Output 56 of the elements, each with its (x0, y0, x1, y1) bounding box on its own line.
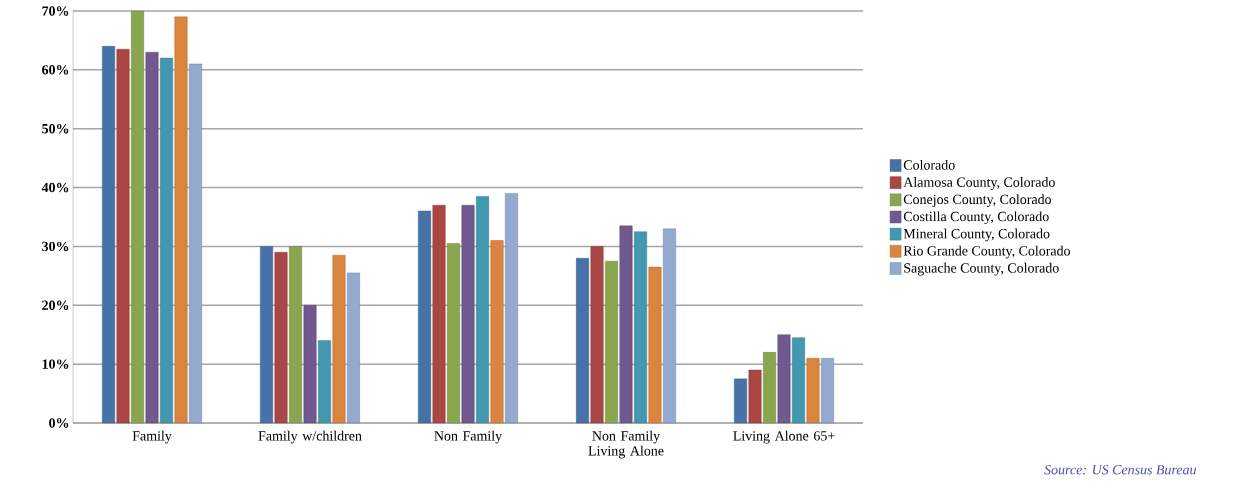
x-tick-label: Living Alone 65+ (733, 430, 835, 444)
x-tick-label: Non Family Living Alone (588, 430, 664, 459)
bar (102, 46, 115, 424)
legend-label: Costilla County, Colorado (903, 211, 1049, 225)
bar (476, 196, 489, 424)
bar (748, 369, 762, 424)
bar (634, 231, 647, 424)
y-tick-label: 70% (42, 6, 69, 16)
bar (505, 193, 518, 424)
bar (490, 240, 504, 424)
bar (792, 337, 805, 424)
bar (763, 352, 776, 424)
legend-label: Saguache County, Colorado (904, 262, 1059, 276)
bar (260, 246, 273, 424)
bar (663, 228, 676, 424)
bar (289, 246, 302, 424)
legend-label: Alamosa County, Colorado (903, 177, 1055, 190)
bar (648, 266, 662, 424)
bar (432, 205, 446, 424)
legend-label: Colorado (903, 159, 955, 170)
bar (174, 16, 188, 424)
y-tick-label: 60% (42, 65, 69, 75)
bar (418, 210, 431, 424)
y-tick-label: 20% (42, 300, 69, 310)
bar (347, 272, 360, 424)
source-note: Source: US Census Bureau (1044, 465, 1196, 475)
bar (461, 205, 475, 424)
x-tick-label: Non Family (434, 430, 503, 444)
bar (303, 305, 317, 424)
bar (821, 358, 834, 424)
y-tick-label: 50% (42, 123, 69, 134)
bar (605, 260, 618, 424)
bar (777, 334, 791, 424)
legend-label: Mineral County, Colorado (903, 228, 1050, 242)
legend-label: Rio Grande County, Colorado (903, 245, 1070, 259)
bar (590, 246, 604, 424)
bar (576, 257, 589, 424)
bar (189, 63, 202, 424)
bar (447, 243, 460, 424)
bar (806, 358, 820, 424)
x-tick-label: Family w/children (258, 430, 362, 444)
y-tick-label: 40% (41, 182, 69, 193)
bar (116, 49, 130, 424)
y-tick-label: 10% (42, 359, 69, 369)
bar (274, 252, 288, 424)
bar (160, 57, 173, 424)
x-tick-label: Family (132, 430, 172, 444)
bar (734, 378, 747, 424)
bar (131, 10, 144, 424)
bar (318, 340, 331, 424)
legend-label: Conejos County, Colorado (903, 194, 1052, 207)
y-tick-label: 0% (49, 418, 69, 428)
bar (619, 225, 633, 424)
bar (332, 255, 346, 424)
bar (145, 51, 159, 424)
y-tick-label: 30% (42, 241, 69, 252)
